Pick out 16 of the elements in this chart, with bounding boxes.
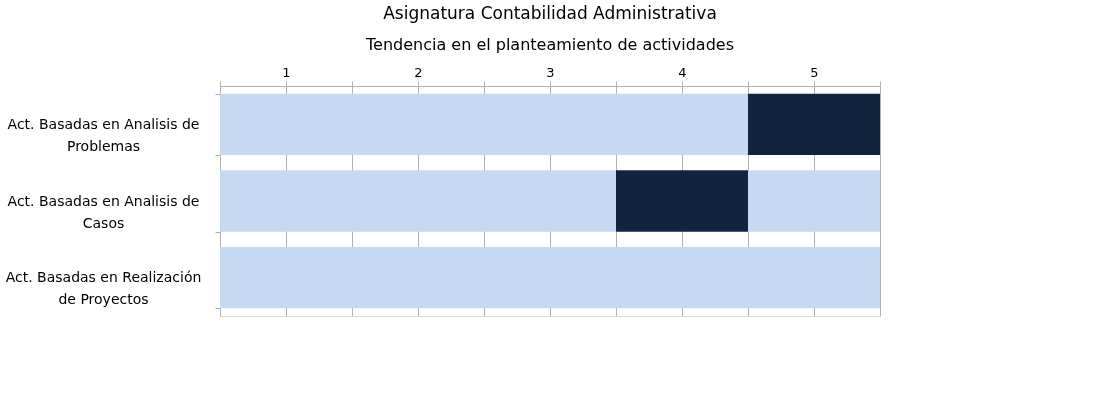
y-tick-label: Act. Basadas en Realización de Proyectos [5,269,202,308]
chart-subtitle: Tendencia en el planteamiento de actividades [364,35,735,54]
x-tick-label: 2 [414,64,423,80]
x-tick-label: 1 [282,64,291,80]
x-tick-label: 3 [546,64,555,80]
bar [616,170,748,232]
bar [220,93,748,155]
x-tick-label: 5 [810,64,819,80]
bar [220,170,616,232]
bar [748,170,880,232]
x-tick-label: 4 [678,64,687,80]
y-tick-label: Act. Basadas en Analisis de Problemas [7,115,200,154]
chart-title: Asignatura Contabilidad Administrativa [383,3,717,23]
bar [748,93,880,155]
bar [220,247,880,309]
y-tick-label: Act. Basadas en Analisis de Casos [7,192,200,231]
